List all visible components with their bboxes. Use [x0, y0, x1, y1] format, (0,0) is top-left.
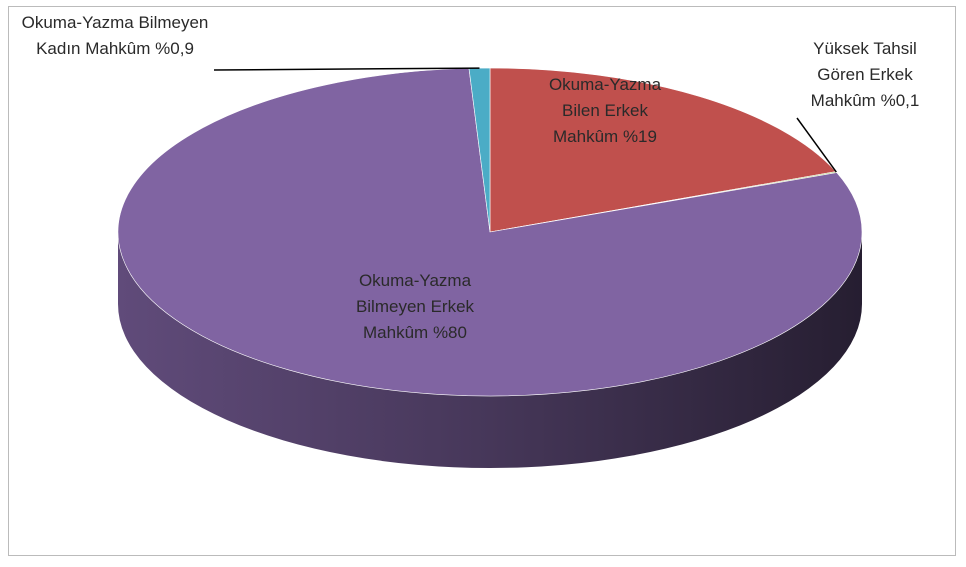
slice-label: Yüksek Tahsil Gören Erkek Mahkûm %0,1 [790, 36, 940, 114]
value-label: %0,9 [155, 39, 194, 58]
value-label: %0,1 [880, 91, 920, 110]
slice [117, 67, 863, 397]
category-label: Okuma-Yazma Bilmeyen Erkek Mahkûm [355, 271, 475, 342]
category-label: Yüksek Tahsil Gören Erkek Mahkûm [810, 39, 917, 110]
category-label: Okuma-Yazma Bilmeyen Kadın Mahkûm [21, 13, 209, 58]
leader-line [796, 117, 837, 173]
category-label: Okuma-Yazma Bilen Erkek Mahkûm [548, 75, 662, 146]
slice-side [118, 232, 862, 468]
value-label: %19 [622, 127, 657, 146]
leader-line [213, 67, 480, 71]
slice-label: Okuma-Yazma Bilen Erkek Mahkûm %19 [535, 72, 675, 150]
value-label: %80 [432, 323, 467, 342]
slice-label: Okuma-Yazma Bilmeyen Erkek Mahkûm %80 [330, 268, 500, 346]
slice [489, 67, 837, 233]
chart-frame [8, 6, 956, 556]
slice-label: Okuma-Yazma Bilmeyen Kadın Mahkûm %0,9 [20, 10, 210, 62]
